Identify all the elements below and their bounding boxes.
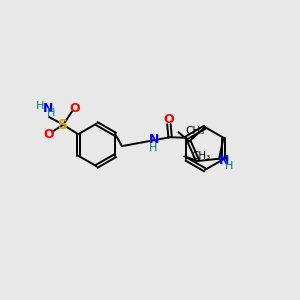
Text: N: N xyxy=(219,154,229,167)
Text: H: H xyxy=(47,108,56,118)
Text: O: O xyxy=(44,128,54,141)
Text: CH₃: CH₃ xyxy=(185,126,205,136)
Text: S: S xyxy=(58,118,68,132)
Text: N: N xyxy=(43,102,54,115)
Text: O: O xyxy=(70,102,80,115)
Text: N: N xyxy=(148,133,159,146)
Text: CH₃: CH₃ xyxy=(191,151,211,161)
Text: H: H xyxy=(36,101,44,111)
Text: H: H xyxy=(225,161,233,171)
Text: H: H xyxy=(149,143,157,153)
Text: O: O xyxy=(163,113,174,127)
